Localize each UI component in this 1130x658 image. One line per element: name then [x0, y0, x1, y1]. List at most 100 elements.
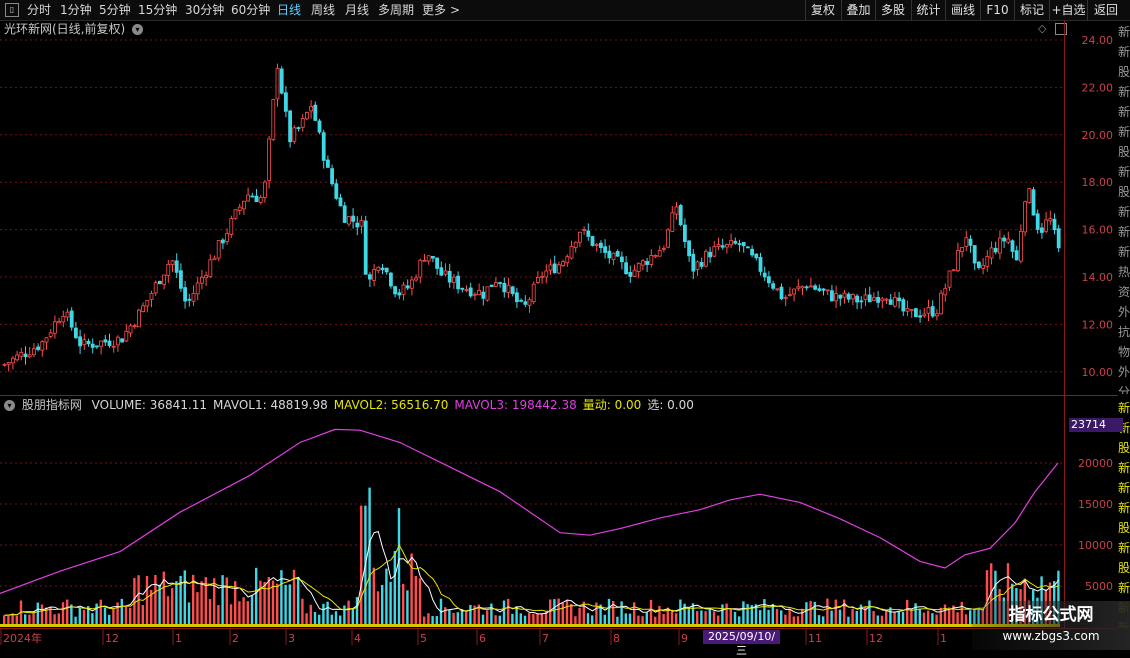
candle	[653, 254, 658, 259]
volume-bar	[255, 567, 258, 627]
candle	[86, 338, 91, 347]
candle	[334, 178, 339, 201]
candle	[758, 252, 763, 276]
candle	[283, 86, 288, 118]
period-tab-8[interactable]: 月线	[345, 3, 370, 17]
volume-bar	[927, 610, 930, 627]
volume-bar	[70, 604, 73, 627]
watermark: 指标公式网 www.zbgs3.com	[972, 601, 1130, 650]
candle	[258, 194, 263, 205]
volume-bar	[36, 602, 39, 627]
candle	[1002, 234, 1006, 248]
volume-bar	[851, 609, 854, 627]
candle	[561, 259, 565, 267]
volume-bar	[880, 615, 884, 627]
chevron-down-icon[interactable]: ▾	[4, 400, 15, 411]
candle	[422, 254, 427, 262]
candle	[313, 101, 318, 122]
volume-bar	[738, 616, 741, 627]
sidebar-toggle-icon[interactable]: ▯	[5, 3, 19, 17]
candle	[111, 340, 116, 353]
period-tab-0[interactable]: 分时	[27, 3, 52, 17]
volume-bar	[708, 607, 711, 627]
period-tab-10[interactable]: 更多	[422, 3, 447, 17]
volume-bar	[204, 577, 207, 627]
volume-bar	[196, 592, 199, 627]
volume-bar	[624, 613, 627, 627]
volume-bar	[116, 602, 119, 627]
candle	[10, 355, 15, 370]
candle	[15, 350, 20, 362]
toolbar-button-0[interactable]: 复权	[805, 0, 840, 20]
candle	[220, 238, 225, 250]
toolbar-button-6[interactable]: 标记	[1014, 0, 1049, 20]
panel-layout-icon[interactable]	[1055, 23, 1067, 35]
period-tab-6[interactable]: 日线	[277, 3, 302, 17]
volume-bar	[57, 613, 60, 627]
candle	[485, 286, 490, 302]
volume-bar	[822, 616, 825, 627]
volume-bar	[53, 614, 56, 627]
volume-bar	[297, 577, 300, 627]
x-axis-label: 9	[681, 632, 688, 645]
x-axis-label: 5	[420, 632, 427, 645]
volume-bar	[523, 615, 527, 627]
kline-chart[interactable]: 24.00 22.00 20.00 18.00 16.00 14.00 12.00 10.00…	[0, 0, 1118, 650]
volume-bar	[372, 567, 375, 627]
volume-bar	[322, 603, 325, 627]
volume-bar	[830, 610, 833, 627]
period-tab-5[interactable]: 60分钟	[231, 3, 271, 17]
candle	[582, 226, 586, 235]
period-tab-4[interactable]: 30分钟	[185, 3, 225, 17]
candle	[136, 308, 141, 328]
candle	[44, 337, 49, 350]
period-tab-3[interactable]: 15分钟	[138, 3, 178, 17]
period-tab-2[interactable]: 5分钟	[99, 3, 131, 17]
candle	[275, 63, 280, 107]
candle	[1048, 210, 1053, 225]
candle	[447, 263, 452, 288]
candle	[985, 250, 990, 272]
candle	[246, 187, 251, 202]
candle	[153, 280, 158, 296]
toolbar-button-5[interactable]: F10	[980, 0, 1014, 20]
toolbar-button-3[interactable]: 统计	[911, 0, 945, 20]
volume-bar	[805, 602, 808, 627]
candle	[254, 189, 259, 203]
volume-bar	[536, 613, 539, 627]
volume-bar	[872, 611, 875, 627]
toolbar-button-7[interactable]: +自选	[1049, 0, 1087, 20]
volume-panel-title: ▾ 股朋指标网 VOLUME: 36841.11 MAVOL1: 48819.98…	[4, 397, 694, 413]
period-tab-1[interactable]: 1分钟	[60, 3, 92, 17]
price-tick-label: 24.00	[1082, 34, 1114, 47]
candle	[792, 288, 796, 302]
candle	[430, 255, 435, 263]
period-tab-9[interactable]: 多周期	[378, 3, 415, 17]
candle	[162, 274, 167, 290]
candle	[846, 292, 851, 303]
chevron-down-icon[interactable]: ▾	[132, 24, 144, 35]
toolbar-button-1[interactable]: 叠加	[841, 0, 875, 20]
volume-bar	[956, 612, 959, 627]
candle	[1031, 187, 1036, 216]
candle	[6, 361, 11, 372]
price-tick-label: 14.00	[1082, 271, 1114, 284]
candle	[1014, 245, 1019, 261]
period-tab-7[interactable]: 周线	[311, 3, 336, 17]
toolbar-button-2[interactable]: 多股	[875, 0, 910, 20]
toolbar-button-8[interactable]: 返回	[1087, 0, 1124, 20]
chevron-right-icon[interactable]: >	[450, 3, 461, 17]
candle	[174, 253, 179, 278]
volume-bar	[217, 605, 220, 627]
volume-bar	[788, 608, 791, 627]
candle	[120, 338, 124, 343]
candle	[418, 258, 423, 284]
diamond-icon[interactable]: ◇	[1038, 22, 1047, 35]
volume-bar	[40, 604, 44, 627]
volume-bar	[431, 616, 434, 627]
candle	[225, 228, 230, 245]
volume-bar	[595, 602, 598, 627]
toolbar-button-4[interactable]: 画线	[945, 0, 980, 20]
volume-bar	[242, 597, 245, 627]
candle	[191, 285, 196, 306]
